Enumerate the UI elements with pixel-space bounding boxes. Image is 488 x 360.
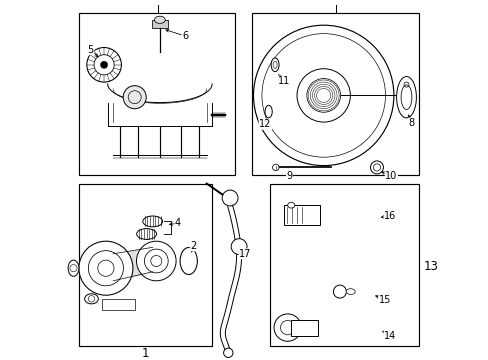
Text: 13: 13 — [423, 260, 438, 273]
Ellipse shape — [84, 294, 98, 304]
Text: 6: 6 — [182, 31, 188, 41]
Bar — [291, 320, 318, 336]
Text: 4: 4 — [175, 218, 181, 228]
Circle shape — [222, 190, 238, 206]
Circle shape — [273, 314, 301, 341]
Bar — [152, 20, 167, 28]
Bar — [102, 299, 134, 310]
Text: 16: 16 — [384, 211, 396, 221]
Ellipse shape — [396, 77, 416, 118]
Ellipse shape — [287, 202, 294, 208]
Bar — [251, 13, 418, 175]
Ellipse shape — [270, 58, 279, 72]
Bar — [79, 184, 212, 346]
Text: 7: 7 — [332, 0, 339, 3]
Circle shape — [123, 86, 146, 109]
Text: 3: 3 — [154, 0, 162, 3]
Text: 11: 11 — [277, 76, 290, 86]
Text: 12: 12 — [259, 119, 271, 129]
Circle shape — [272, 164, 279, 171]
Ellipse shape — [180, 248, 197, 274]
Circle shape — [79, 241, 133, 295]
Text: 17: 17 — [239, 249, 251, 259]
Text: 2: 2 — [190, 241, 196, 251]
Text: 8: 8 — [407, 118, 413, 128]
Bar — [284, 205, 320, 225]
Bar — [79, 13, 235, 175]
Text: 5: 5 — [87, 45, 94, 55]
Text: 10: 10 — [385, 171, 397, 181]
Ellipse shape — [264, 105, 272, 118]
Ellipse shape — [154, 16, 165, 23]
Ellipse shape — [346, 289, 354, 294]
Circle shape — [223, 348, 232, 357]
Text: 1: 1 — [142, 347, 149, 360]
Ellipse shape — [68, 260, 79, 276]
Circle shape — [101, 61, 107, 68]
Text: 9: 9 — [286, 171, 292, 181]
Ellipse shape — [142, 216, 163, 227]
Ellipse shape — [137, 229, 156, 239]
Bar — [269, 184, 418, 346]
Circle shape — [370, 161, 383, 174]
Circle shape — [231, 239, 246, 255]
Text: 15: 15 — [378, 294, 390, 305]
Circle shape — [136, 241, 176, 281]
Text: 14: 14 — [384, 330, 396, 341]
Circle shape — [333, 285, 346, 298]
